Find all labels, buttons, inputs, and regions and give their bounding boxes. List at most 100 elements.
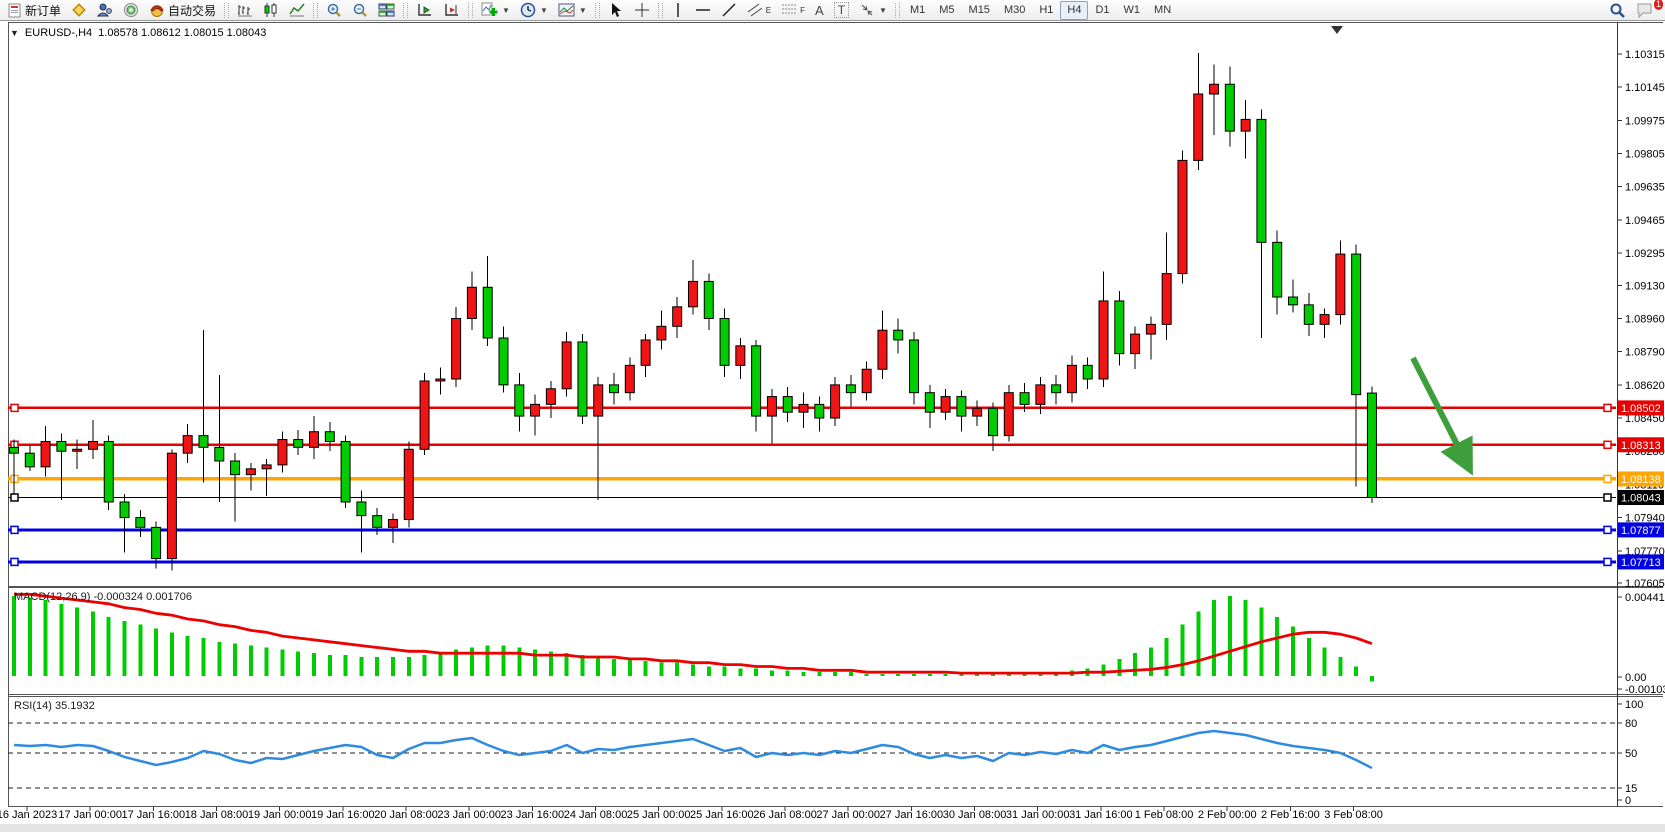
line-chart-button[interactable] bbox=[284, 1, 310, 20]
arrows-tool-icon bbox=[861, 4, 873, 16]
timeframe-button-m30[interactable]: M30 bbox=[1003, 4, 1026, 16]
candle-body bbox=[1335, 253, 1346, 316]
tile-windows-icon bbox=[378, 3, 395, 17]
candle-body bbox=[940, 396, 951, 413]
svg-text:1.08502: 1.08502 bbox=[1621, 403, 1661, 415]
line-handle bbox=[10, 557, 19, 567]
chat-bubble-icon bbox=[1637, 3, 1652, 18]
svg-text:1.09635: 1.09635 bbox=[1625, 182, 1665, 194]
line-handle bbox=[10, 525, 19, 535]
svg-text:1 Feb 08:00: 1 Feb 08:00 bbox=[1135, 809, 1194, 821]
trendline-tool-button[interactable] bbox=[716, 1, 742, 20]
macd-signal-line bbox=[14, 592, 1373, 675]
candle-body bbox=[656, 325, 667, 341]
candle-body bbox=[1287, 296, 1298, 306]
fibonacci-tool-button[interactable]: F bbox=[776, 1, 810, 20]
zoom-out-button[interactable] bbox=[347, 1, 373, 20]
bar-chart-button[interactable] bbox=[232, 1, 258, 20]
svg-text:1.10315: 1.10315 bbox=[1625, 49, 1665, 61]
svg-text:0: 0 bbox=[1625, 795, 1631, 807]
timeframe-button-m1[interactable]: M1 bbox=[909, 4, 926, 16]
candle-body bbox=[561, 341, 572, 390]
svg-text:1.08790: 1.08790 bbox=[1625, 347, 1665, 359]
candle-body bbox=[435, 378, 446, 382]
chart-collapse-icon[interactable]: ▼ bbox=[10, 28, 19, 38]
fibonacci-icon bbox=[782, 4, 797, 14]
horizontal-line-tool-button[interactable] bbox=[690, 1, 716, 20]
svg-text:17 Jan 16:00: 17 Jan 16:00 bbox=[122, 809, 186, 821]
candle-body bbox=[482, 286, 493, 339]
chart-ohlc-values: 1.08578 1.08612 1.08015 1.08043 bbox=[98, 27, 267, 39]
candle-body bbox=[293, 439, 304, 448]
channel-tool-button[interactable]: E bbox=[742, 1, 776, 20]
data-window-button[interactable] bbox=[118, 1, 144, 20]
autotrading-button[interactable]: 自动交易 bbox=[144, 1, 221, 20]
vertical-line-tool-button[interactable] bbox=[666, 1, 690, 20]
crosshair-tool-button[interactable] bbox=[629, 1, 655, 20]
toolbar-separator bbox=[403, 2, 409, 18]
templates-button[interactable]: ▼ bbox=[553, 1, 592, 20]
cursor-tool-button[interactable] bbox=[603, 1, 629, 20]
candle-chart-icon bbox=[264, 3, 277, 17]
candle-body bbox=[987, 407, 998, 437]
rsi-indicator-label: RSI(14) 35.1932 bbox=[14, 700, 95, 712]
candle-body bbox=[1066, 364, 1077, 394]
search-button[interactable] bbox=[1604, 1, 1631, 20]
auto-scroll-button[interactable] bbox=[411, 1, 438, 20]
chart-symbol-label: EURUSD-,H4 bbox=[24, 27, 93, 39]
line-handle bbox=[10, 403, 19, 413]
timeframe-button-h1[interactable]: H1 bbox=[1039, 4, 1054, 16]
svg-text:27 Jan 16:00: 27 Jan 16:00 bbox=[880, 809, 944, 821]
arrows-tool-button[interactable]: ▼ bbox=[854, 1, 892, 20]
svg-text:1.08620: 1.08620 bbox=[1625, 380, 1665, 392]
zoom-in-button[interactable] bbox=[321, 1, 347, 20]
candle-body bbox=[687, 280, 698, 308]
templates-icon bbox=[558, 3, 575, 17]
svg-text:25 Jan 16:00: 25 Jan 16:00 bbox=[690, 809, 754, 821]
timeframe-group: M1 M5 M15 M30 H1 H4 D1 W1 MN bbox=[903, 0, 1178, 20]
candle-body bbox=[1003, 392, 1014, 437]
chart-shift-button[interactable] bbox=[438, 1, 465, 20]
notifications-button[interactable]: 1 bbox=[1631, 0, 1664, 20]
periods-button[interactable]: ▼ bbox=[515, 1, 553, 20]
candle-body bbox=[751, 345, 762, 417]
macd-indicator-label: MACD(12,26,9) -0.000324 0.001706 bbox=[14, 591, 192, 603]
svg-text:16 Jan 2023: 16 Jan 2023 bbox=[0, 809, 57, 821]
text-label-tool-button[interactable]: T bbox=[829, 1, 854, 20]
candle-body bbox=[277, 439, 288, 466]
timeframe-button-w1[interactable]: W1 bbox=[1123, 4, 1141, 16]
annotations[interactable] bbox=[1331, 26, 1473, 476]
navigator-button[interactable] bbox=[92, 1, 118, 20]
svg-text:50: 50 bbox=[1625, 748, 1637, 760]
cursor-icon bbox=[611, 3, 621, 17]
tile-windows-button[interactable] bbox=[373, 1, 400, 20]
svg-text:26 Jan 08:00: 26 Jan 08:00 bbox=[753, 809, 817, 821]
svg-text:18 Jan 08:00: 18 Jan 08:00 bbox=[185, 809, 249, 821]
line-handle bbox=[1603, 557, 1612, 567]
candle-body bbox=[830, 384, 841, 419]
market-watch-button[interactable] bbox=[66, 1, 92, 20]
svg-text:1.09130: 1.09130 bbox=[1625, 280, 1665, 292]
timeframe-button-h4[interactable]: H4 bbox=[1060, 0, 1089, 20]
timeframe-button-mn[interactable]: MN bbox=[1154, 4, 1172, 16]
data-window-icon bbox=[124, 3, 139, 17]
candle-body bbox=[309, 431, 320, 448]
text-tool-button[interactable]: A bbox=[810, 1, 829, 20]
svg-text:19 Jan 16:00: 19 Jan 16:00 bbox=[311, 809, 375, 821]
candle-body bbox=[514, 384, 525, 417]
candle-body bbox=[372, 515, 383, 528]
candle-body bbox=[9, 446, 19, 454]
svg-text:31 Jan 00:00: 31 Jan 00:00 bbox=[1006, 809, 1070, 821]
indicators-button[interactable]: ▼ bbox=[476, 1, 515, 20]
timeframe-button-d1[interactable]: D1 bbox=[1095, 4, 1110, 16]
new-order-button[interactable]: 新订单 bbox=[2, 1, 66, 20]
candle-chart-button[interactable] bbox=[258, 1, 284, 20]
toolbar-separator bbox=[594, 2, 600, 18]
timeframe-button-m15[interactable]: M15 bbox=[968, 4, 990, 16]
new-order-icon bbox=[8, 3, 21, 17]
svg-text:1.08450: 1.08450 bbox=[1625, 413, 1665, 425]
chart-shift-marker bbox=[1331, 26, 1343, 34]
down-arrow-annotation bbox=[1410, 356, 1473, 476]
timeframe-button-m5[interactable]: M5 bbox=[939, 4, 955, 16]
